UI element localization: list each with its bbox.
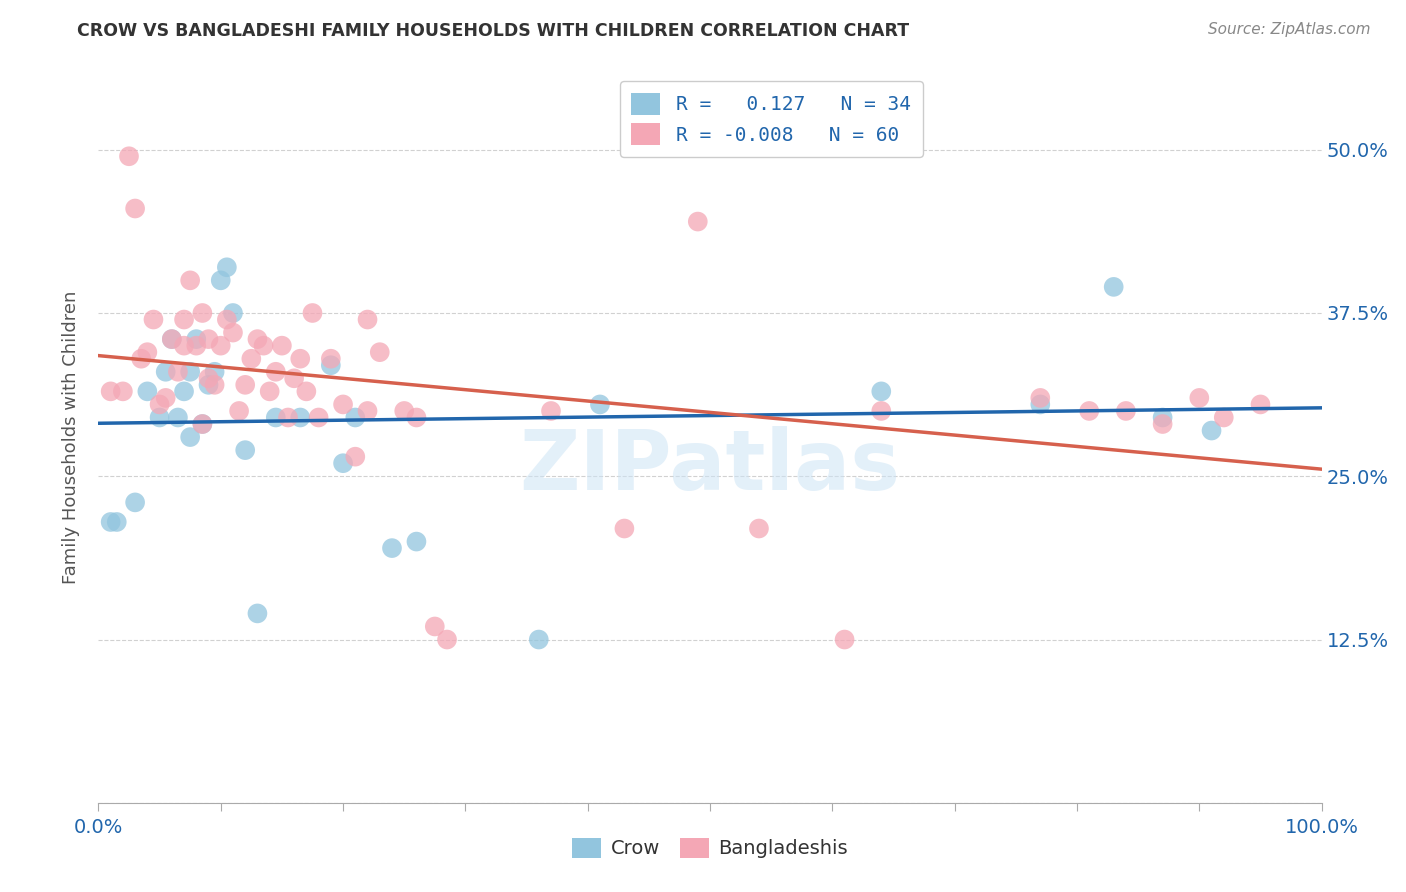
Point [308,410,330,425]
Point [246,607,269,621]
Point [186,339,208,353]
Point [1249,397,1271,411]
Point [1029,391,1052,405]
Point [252,339,274,353]
Point [834,632,856,647]
Point [149,410,172,425]
Point [155,365,177,379]
Point [356,312,378,326]
Point [160,332,183,346]
Point [100,515,122,529]
Point [173,339,195,353]
Point [436,632,458,647]
Point [290,410,312,425]
Point [264,410,287,425]
Point [332,456,354,470]
Point [197,371,219,385]
Point [173,312,195,326]
Point [748,521,770,535]
Point [368,345,391,359]
Point [1115,404,1137,418]
Point [277,410,299,425]
Point [186,332,208,346]
Point [290,351,312,366]
Point [1029,397,1052,411]
Point [215,312,238,326]
Point [319,358,342,372]
Point [270,339,294,353]
Point [136,384,159,399]
Point [191,417,214,431]
Point [356,404,378,418]
Point [142,312,165,326]
Point [1201,424,1223,438]
Point [319,351,342,366]
Point [129,351,152,366]
Point [100,384,122,399]
Point [204,365,226,379]
Point [1152,417,1174,431]
Point [246,332,269,346]
Point [179,430,201,444]
Point [215,260,238,275]
Point [870,384,893,399]
Point [344,410,367,425]
Text: Source: ZipAtlas.com: Source: ZipAtlas.com [1208,22,1371,37]
Point [105,515,128,529]
Point [381,541,404,555]
Point [124,495,146,509]
Point [686,214,709,228]
Point [228,404,250,418]
Point [167,410,190,425]
Point [124,202,146,216]
Point [191,417,214,431]
Point [173,384,195,399]
Point [191,306,214,320]
Point [295,384,318,399]
Y-axis label: Family Households with Children: Family Households with Children [62,291,80,583]
Point [233,377,256,392]
Point [870,404,893,418]
Point [111,384,134,399]
Point [405,410,427,425]
Point [197,377,219,392]
Point [527,632,550,647]
Point [1212,410,1234,425]
Point [233,443,256,458]
Point [167,365,190,379]
Point [613,521,636,535]
Point [222,326,245,340]
Point [179,365,201,379]
Point [423,619,446,633]
Point [149,397,172,411]
Point [283,371,305,385]
Point [155,391,177,405]
Point [1152,410,1174,425]
Point [204,377,226,392]
Point [222,306,245,320]
Point [344,450,367,464]
Point [118,149,141,163]
Text: CROW VS BANGLADESHI FAMILY HOUSEHOLDS WITH CHILDREN CORRELATION CHART: CROW VS BANGLADESHI FAMILY HOUSEHOLDS WI… [77,22,910,40]
Point [1078,404,1101,418]
Point [301,306,323,320]
Point [392,404,416,418]
Point [160,332,183,346]
Point [405,534,427,549]
Point [197,332,219,346]
Point [259,384,281,399]
Point [540,404,562,418]
Text: ZIPatlas: ZIPatlas [520,425,900,507]
Point [589,397,612,411]
Legend: Crow, Bangladeshis: Crow, Bangladeshis [564,830,856,866]
Point [332,397,354,411]
Point [1188,391,1211,405]
Point [209,273,232,287]
Point [136,345,159,359]
Point [209,339,232,353]
Point [1102,280,1125,294]
Point [179,273,201,287]
Point [240,351,263,366]
Point [264,365,287,379]
